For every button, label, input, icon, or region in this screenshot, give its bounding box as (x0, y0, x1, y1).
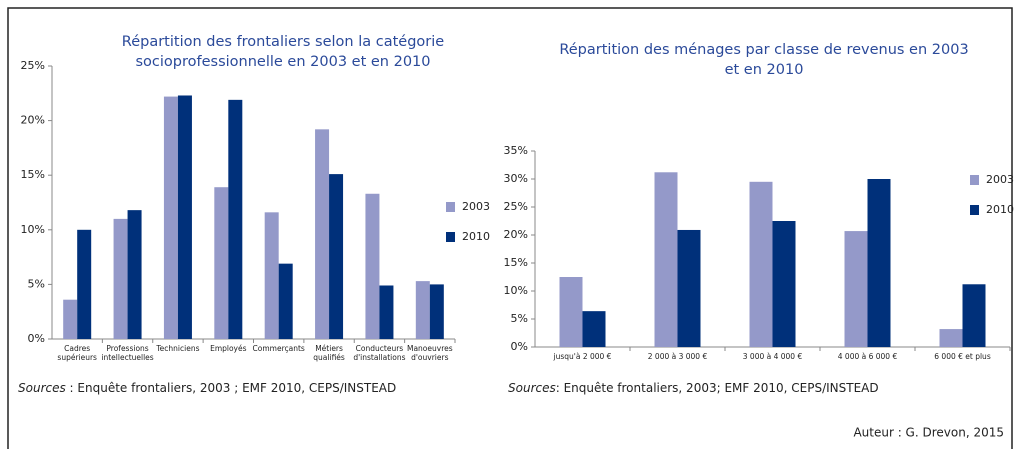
bar (772, 221, 796, 347)
x-tick-label: 6 000 € et plus (934, 352, 991, 361)
bar (315, 129, 330, 339)
chart-title: et en 2010 (725, 62, 804, 78)
y-tick-label: 10% (504, 284, 528, 297)
chart-title: Répartition des frontaliers selon la cat… (122, 34, 444, 50)
bar (379, 285, 394, 339)
bar (582, 311, 606, 347)
x-tick-label: Techniciens (155, 344, 199, 353)
bar (559, 277, 583, 347)
legend-label: 2010 (462, 230, 490, 243)
y-tick-label: 0% (28, 332, 45, 345)
legend-label: 2003 (462, 200, 490, 213)
x-tick-label: jusqu'à 2 000 € (553, 352, 612, 361)
bar (127, 210, 142, 339)
bar (939, 329, 963, 347)
legend-swatch (970, 205, 979, 215)
bar (77, 229, 92, 339)
legend-label: 2003 (986, 173, 1014, 186)
frame (7, 7, 1013, 449)
y-tick-label: 20% (21, 114, 45, 127)
legend-swatch (970, 175, 979, 185)
source-label: Sources (18, 381, 66, 395)
source: Sources : Enquête frontaliers, 2003 ; EM… (18, 381, 396, 395)
x-tick-label: Manoeuvres d'ouvriers (407, 344, 453, 362)
x-tick-label: 2 000 à 3 000 € (648, 352, 708, 361)
bar (749, 181, 773, 347)
bar (177, 95, 192, 339)
source: Sources: Enquête frontaliers, 2003; EMF … (508, 381, 879, 395)
bar (63, 299, 78, 339)
bar (278, 263, 293, 339)
bar (214, 187, 229, 339)
bar (264, 212, 279, 339)
chart-title: Répartition des ménages par classe de re… (559, 42, 968, 58)
bar (844, 231, 868, 347)
y-tick-label: 25% (504, 200, 528, 213)
bar (365, 193, 380, 339)
x-tick-label: Professions intellectuelles (101, 344, 153, 362)
legend-swatch (446, 202, 455, 212)
y-tick-label: 5% (511, 312, 528, 325)
legend-label: 2010 (986, 203, 1014, 216)
bar (654, 172, 678, 347)
x-tick-label: Commerçants (253, 344, 305, 353)
y-tick-label: 10% (21, 223, 45, 236)
bar (163, 96, 178, 340)
x-tick-label: Employés (210, 344, 247, 353)
source-text: : Enquête frontaliers, 2003 ; EMF 2010, … (66, 381, 397, 395)
y-tick-label: 5% (28, 277, 45, 290)
x-tick-label: Cadres supérieurs (57, 344, 97, 362)
y-tick-label: 25% (21, 59, 45, 72)
bar (867, 179, 891, 347)
bar (228, 99, 243, 340)
bar (677, 229, 701, 347)
x-tick-label: 3 000 à 4 000 € (743, 352, 803, 361)
bar (113, 218, 128, 339)
y-tick-label: 15% (21, 168, 45, 181)
bar (329, 174, 344, 339)
x-tick-label: Métiers qualifiés (313, 344, 345, 362)
y-tick-label: 35% (504, 144, 528, 157)
x-tick-label: Conducteurs d'installations (353, 344, 405, 362)
y-tick-label: 0% (511, 340, 528, 353)
x-tick-label: 4 000 à 6 000 € (838, 352, 898, 361)
bar (962, 284, 986, 347)
bar (415, 281, 430, 339)
y-tick-label: 30% (504, 172, 528, 185)
source-text: : Enquête frontaliers, 2003; EMF 2010, C… (556, 381, 879, 395)
author: Auteur : G. Drevon, 2015 (853, 426, 1004, 440)
bar (429, 284, 444, 339)
source-label: Sources (508, 381, 556, 395)
chart-title: socioprofessionnelle en 2003 et en 2010 (135, 54, 430, 70)
legend-swatch (446, 232, 455, 242)
y-tick-label: 15% (504, 256, 528, 269)
y-tick-label: 20% (504, 228, 528, 241)
